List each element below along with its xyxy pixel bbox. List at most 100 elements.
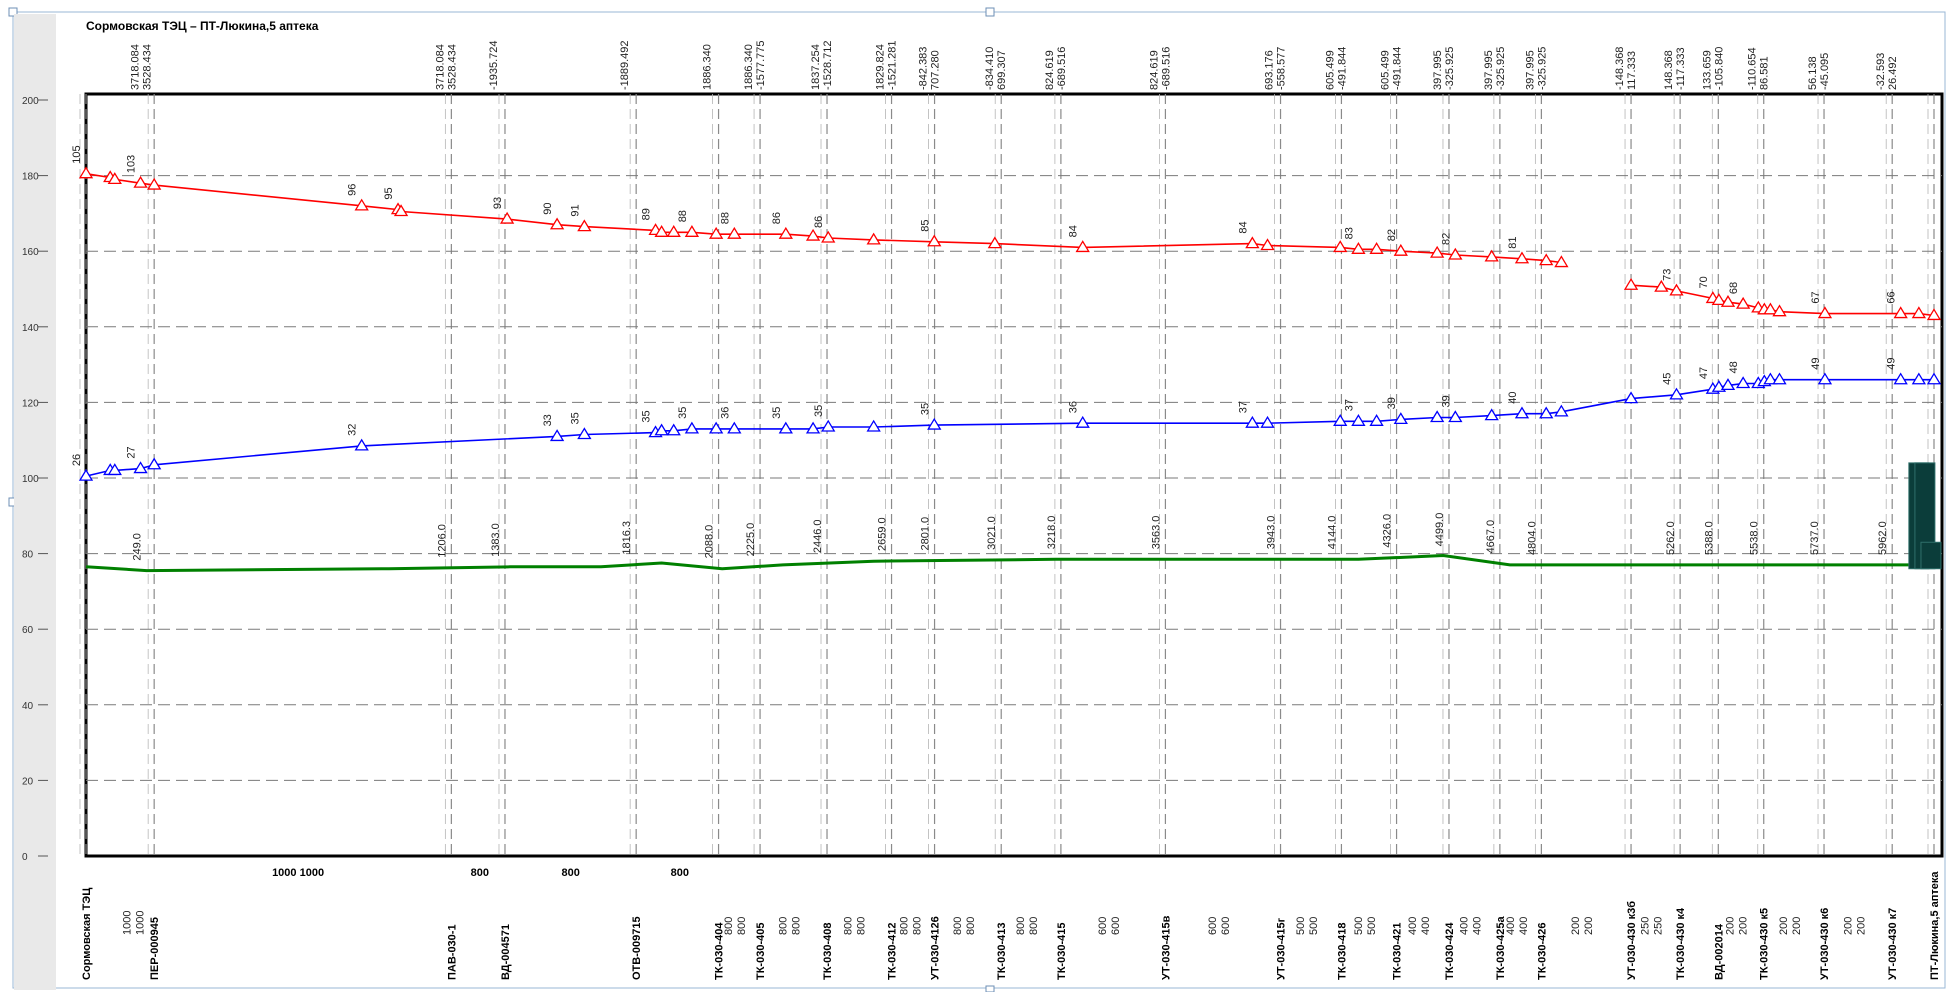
y-tick-label: 40	[22, 701, 34, 712]
point-label-ground: 3021.0	[986, 516, 998, 550]
series-marker-supply	[708, 226, 724, 239]
series-marker-return	[1817, 372, 1833, 385]
y-tick-label: 120	[22, 398, 39, 409]
point-label-return: 35	[677, 407, 689, 419]
node-label: ТК-030-421	[1392, 923, 1404, 980]
point-label-ground: 3563.0	[1150, 516, 1162, 550]
top-label: 133.659	[1701, 50, 1713, 90]
point-label-ground: 5388.0	[1703, 521, 1715, 555]
series-marker-supply	[1514, 251, 1530, 264]
diameter-label: 200	[1583, 917, 1595, 935]
point-label-return: 49	[1886, 357, 1898, 369]
top-label: -1889.492	[619, 40, 631, 90]
diameter-label: 600	[1097, 917, 1109, 935]
point-label-supply: 86	[771, 212, 783, 224]
point-label-ground: 5962.0	[1877, 521, 1889, 555]
point-label-return: 27	[126, 446, 138, 458]
point-label-ground: 1206.0	[436, 524, 448, 558]
diameter-label: 600	[1110, 917, 1122, 935]
series-marker-return	[1448, 410, 1463, 423]
top-label: 3528.434	[446, 44, 458, 90]
series-marker-supply	[1763, 302, 1778, 315]
node-label: УТ-030-430 к3б	[1626, 901, 1638, 980]
node-label: ПЕР-000945	[149, 917, 161, 980]
series-lines	[78, 166, 1942, 573]
top-label: 1886.340	[743, 44, 755, 90]
point-label-supply: 90	[542, 202, 554, 214]
diameter-label: 800	[1015, 917, 1027, 935]
series-marker-supply	[1669, 283, 1684, 296]
point-label-return: 37	[1343, 399, 1355, 411]
point-label-supply: 86	[813, 216, 825, 228]
series-marker-supply	[107, 172, 122, 185]
series-marker-supply	[1911, 306, 1927, 319]
diameter-label: 800	[723, 917, 735, 935]
point-label-return: 48	[1728, 361, 1740, 373]
y-tick-label: 200	[22, 96, 39, 107]
diameter-label: 400	[1458, 917, 1470, 935]
node-label: УТ-030-415в	[1160, 915, 1172, 980]
node-label: ТК-030-426	[1536, 923, 1548, 980]
series-marker-supply	[393, 204, 409, 217]
node-label: ПТ-Люкина,5 аптека	[1929, 871, 1941, 980]
top-label: -842.383	[918, 47, 930, 90]
series-marker-return	[1514, 406, 1530, 419]
top-label: 1837.254	[810, 44, 822, 90]
plot-area	[84, 92, 1944, 858]
top-label: 699.307	[996, 50, 1008, 90]
top-label: 3718.084	[130, 44, 142, 90]
series-marker-return	[1260, 415, 1275, 428]
series-marker-supply	[684, 225, 700, 237]
y-scale: 0 20 40 60 80 100 120 140 160 180 200	[22, 96, 48, 863]
node-label: ТК-030-413	[996, 923, 1008, 980]
series-marker-supply	[1333, 240, 1348, 253]
top-label: 824.619	[1044, 50, 1056, 90]
point-label-supply: 82	[1386, 229, 1398, 241]
series-marker-supply	[778, 226, 793, 239]
diameter-label: 800	[856, 917, 868, 935]
node-label: УТ-030-430 к7	[1887, 908, 1899, 980]
series-marker-return	[1926, 372, 1942, 385]
diameter-label: 200	[1791, 917, 1803, 935]
point-label-ground: 5262.0	[1665, 521, 1677, 555]
series-marker-supply	[666, 225, 681, 237]
point-labels: 105 103 96 95 93 90 91 89 88 88 86 86 85 84 84 83 82 82 81…	[71, 145, 1898, 560]
series-marker-return	[1075, 415, 1090, 428]
series-marker-supply	[549, 217, 565, 230]
resize-handle-top[interactable]	[985, 7, 995, 17]
top-label: -325.925	[1536, 47, 1548, 90]
point-label-ground: 249.0	[132, 533, 144, 561]
chart-title: Сормовская ТЭЦ – ПТ-Люкина,5 аптека	[86, 19, 319, 33]
point-label-supply: 73	[1661, 269, 1673, 281]
series-marker-supply	[1448, 247, 1463, 260]
diameter-label: 800	[899, 917, 911, 935]
point-label-ground: 3943.0	[1266, 516, 1278, 550]
resize-handle-bottom[interactable]	[985, 985, 995, 992]
y-tick-label: 0	[22, 852, 28, 863]
resize-handle-top-left[interactable]	[8, 7, 18, 17]
point-label-ground: 2801.0	[920, 517, 932, 551]
top-label: 605.499	[1380, 50, 1392, 90]
node-label: ТК-030-415	[1056, 923, 1068, 980]
diameter-label: 1000 1000	[272, 867, 324, 879]
series-marker-supply	[1245, 236, 1260, 249]
diameter-label: 200	[1725, 917, 1737, 935]
top-label: -558.577	[1276, 47, 1288, 90]
point-label-ground: 2659.0	[877, 517, 889, 551]
series-marker-supply	[1893, 306, 1908, 319]
bar-marks	[1908, 462, 1942, 570]
top-label: -32.593	[1875, 53, 1887, 90]
node-label: ОТВ-009715	[631, 916, 643, 980]
point-label-return: 36	[1068, 401, 1080, 413]
series-marker-return	[1720, 378, 1736, 391]
top-label: -325.925	[1444, 47, 1456, 90]
point-label-supply: 96	[347, 184, 359, 196]
node-label: ВД-002014	[1713, 923, 1725, 980]
series-marker-return	[821, 419, 836, 432]
point-label-supply: 85	[919, 220, 931, 232]
node-label: ТК-030-418	[1336, 923, 1348, 980]
top-label: -689.516	[1160, 47, 1172, 90]
diameter-label: 500	[1366, 917, 1378, 935]
top-label: 148.368	[1663, 50, 1675, 90]
